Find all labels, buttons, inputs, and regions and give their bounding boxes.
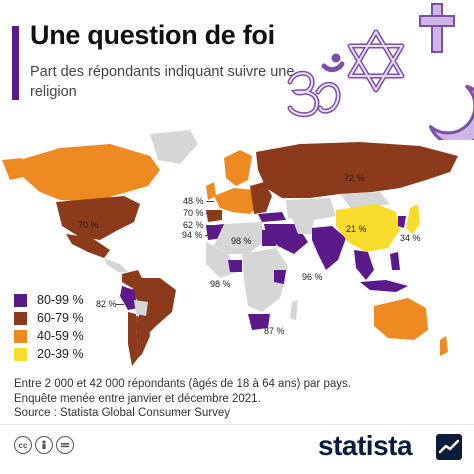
world-map [2, 130, 458, 366]
legend-item: 60-79 % [14, 310, 84, 326]
region-usa [56, 196, 140, 240]
region-china [336, 204, 400, 252]
region-madagascar [290, 300, 298, 320]
legend-label: 40-59 % [37, 329, 84, 343]
note-source: Source : Statista Global Consumer Survey [14, 407, 231, 419]
crescent-moon-icon [428, 84, 474, 140]
region-north-africa [214, 222, 264, 254]
page-title: Une question de foi [30, 20, 275, 50]
region-central-asia [286, 198, 336, 222]
legend-label: 80-99 % [37, 293, 84, 307]
legend-swatch [14, 329, 27, 343]
region-southeast-asia [354, 250, 374, 280]
legend-swatch [14, 311, 27, 325]
region-mexico [66, 234, 110, 258]
statista-logo[interactable]: statista [318, 430, 413, 461]
region-central-africa [242, 248, 288, 312]
region-new-zealand [440, 336, 448, 356]
legend-swatch [14, 293, 27, 307]
region-turkey [258, 212, 286, 222]
leader-uk [206, 201, 214, 202]
license-icons[interactable]: cc [14, 436, 74, 454]
footer-divider [0, 424, 474, 425]
leader-spain [206, 225, 216, 226]
region-australia [374, 298, 428, 340]
label-russia: 72 % [344, 173, 365, 183]
label-spain: 62 % [183, 220, 204, 230]
region-argentina [136, 316, 150, 358]
region-south-africa [248, 314, 270, 330]
region-greenland [150, 130, 198, 164]
region-korea [398, 216, 406, 228]
leader-morocco [205, 235, 211, 236]
region-japan [406, 204, 420, 234]
label-peru: 82 % [96, 299, 117, 309]
cross-icon [419, 3, 455, 53]
region-nigeria [228, 260, 242, 272]
label-india: 96 % [302, 272, 323, 282]
label-nigeria: 98 % [210, 279, 231, 289]
legend-item: 20-39 % [14, 346, 84, 362]
label-morocco: 94 % [182, 230, 203, 240]
region-indonesia [360, 280, 408, 292]
legend-label: 60-79 % [37, 311, 84, 325]
region-eastern-europe [250, 182, 272, 214]
legend-item: 40-59 % [14, 328, 84, 344]
statista-logo-icon[interactable] [436, 434, 462, 460]
region-spain [206, 210, 222, 222]
survey-note: Entre 2 000 et 42 000 répondants (âgés d… [14, 377, 434, 421]
footer: cc statista [0, 424, 474, 474]
label-uk: 48 % [183, 196, 204, 206]
region-peru [120, 286, 138, 310]
label-france: 70 % [183, 208, 204, 218]
legend-item: 80-99 % [14, 292, 84, 308]
label-china: 21 % [346, 224, 367, 234]
label-south-africa: 87 % [264, 326, 285, 336]
region-iran [292, 218, 314, 234]
region-chile [128, 312, 138, 366]
region-bolivia [134, 300, 148, 316]
attribution-icon[interactable] [35, 436, 53, 454]
region-kenya [274, 270, 286, 284]
legend-label: 20-39 % [37, 347, 84, 361]
legend-swatch [14, 347, 27, 361]
region-egypt [262, 230, 276, 246]
title-accent-bar [12, 26, 19, 100]
label-japan: 34 % [400, 233, 421, 243]
region-canada [20, 144, 160, 202]
region-central-america [104, 258, 128, 272]
label-usa: 70 % [78, 220, 99, 230]
label-egypt: 98 % [231, 236, 252, 246]
legend: 80-99 % 60-79 % 40-59 % 20-39 % [14, 292, 84, 364]
region-philippines [390, 252, 400, 270]
note-respondents: Entre 2 000 et 42 000 répondants (âgés d… [14, 378, 351, 390]
no-derivatives-icon[interactable] [56, 436, 74, 454]
region-alaska [2, 158, 28, 180]
leader-peru [116, 304, 124, 305]
region-scandinavia [224, 150, 252, 186]
leader-france [206, 213, 218, 214]
note-period: Enquête menée entre janvier et décembre … [14, 392, 261, 405]
page-subtitle: Part des répondants indiquant suivre une… [30, 64, 295, 100]
region-western-europe [214, 188, 262, 214]
region-russia [256, 142, 458, 198]
cc-icon[interactable]: cc [14, 436, 32, 454]
region-india [312, 226, 346, 270]
region-uk [206, 182, 216, 200]
religious-symbols [287, 3, 474, 140]
